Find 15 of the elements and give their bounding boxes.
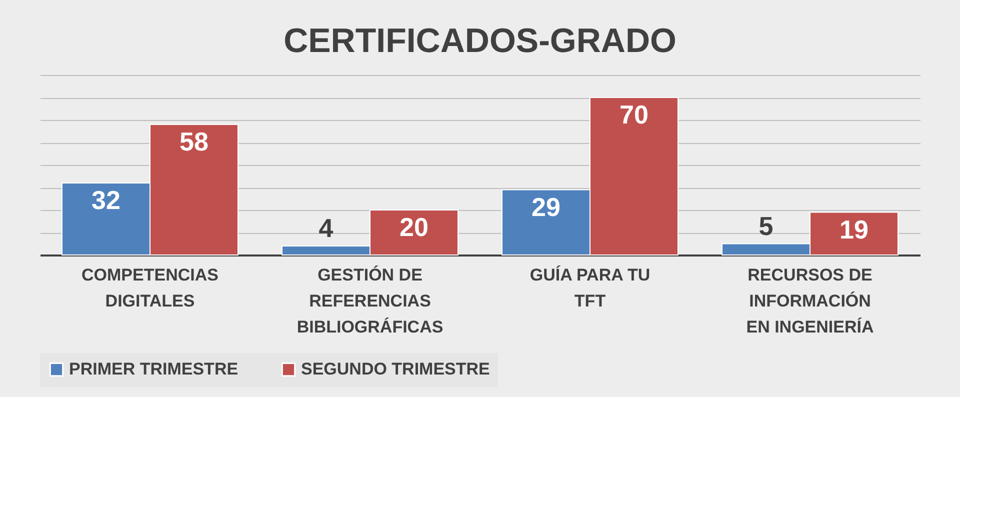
data-label: 19	[840, 214, 868, 244]
legend-label: PRIMER TRIMESTRE	[69, 360, 238, 379]
legend-label: SEGUNDO TRIMESTRE	[301, 360, 490, 379]
data-label: 20	[400, 212, 428, 242]
data-label: 4	[318, 213, 334, 243]
data-label: 29	[532, 192, 560, 222]
x-tick-label: GESTIÓN DE REFERENCIAS BIBLIOGRÁFICAS	[296, 264, 444, 336]
data-label: 58	[180, 126, 208, 156]
x-tick-label: COMPETENCIAS DIGITALES	[82, 266, 218, 310]
x-tick-label: RECURSOS DE INFORMACIÓN EN INGENIERÍA	[746, 266, 874, 336]
data-label: 32	[92, 185, 120, 215]
data-label: 70	[620, 100, 648, 130]
data-label: 5	[758, 210, 774, 241]
x-tick-label: GUÍA PARA TU TFT	[530, 264, 650, 310]
chart-title: CERTIFICADOS-GRADO	[284, 22, 676, 60]
